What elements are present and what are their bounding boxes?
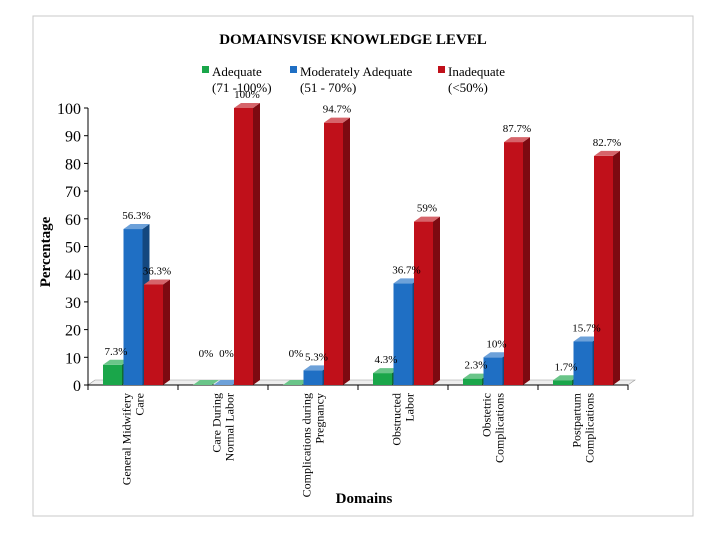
legend-item: Adequate(71 -100%): [202, 64, 272, 95]
data-label: 10%: [486, 338, 506, 350]
y-tick-label: 10: [65, 350, 81, 367]
legend-label: Inadequate: [448, 64, 505, 79]
category-label: Care DuringNormal Labor: [210, 393, 237, 461]
legend-item: Moderately Adequate(51 - 70%): [290, 64, 412, 95]
data-label: 59%: [417, 203, 437, 215]
data-label: 0%: [219, 348, 234, 360]
legend-range: (<50%): [448, 80, 488, 95]
legend-swatch: [290, 66, 297, 73]
legend-item: Inadequate(<50%): [438, 64, 505, 95]
bar-inadequate: [414, 216, 440, 385]
bar-inadequate: [594, 150, 620, 385]
legend-label: Adequate: [212, 64, 262, 79]
data-label: 0%: [289, 348, 304, 360]
data-label: 4.3%: [375, 354, 398, 366]
bars: [103, 103, 620, 385]
bar-inadequate: [324, 117, 350, 385]
bar-moderately-adequate: [213, 380, 240, 385]
bar-adequate: [193, 380, 219, 385]
category-label: ObstructedLabor: [390, 393, 417, 446]
legend-range: (51 - 70%): [300, 80, 356, 95]
y-tick-label: 80: [65, 156, 81, 173]
data-label: 0%: [199, 348, 214, 360]
y-tick-label: 100: [57, 101, 81, 118]
y-tick-label: 0: [73, 378, 81, 395]
y-tick-label: 90: [65, 129, 81, 146]
category-label: ObstetricComplications: [480, 393, 507, 463]
legend-swatch: [438, 66, 445, 73]
y-tick-label: 70: [65, 184, 81, 201]
data-label: 1.7%: [555, 361, 578, 373]
y-tick-label: 50: [65, 240, 81, 257]
category-label: PostpartumComplications: [570, 392, 597, 463]
data-label: 87.7%: [503, 123, 531, 135]
chart-title: DOMAINSVISE KNOWLEDGE LEVEL: [219, 32, 487, 48]
data-label: 5.3%: [305, 351, 328, 363]
y-tick-label: 20: [65, 323, 81, 340]
category-labels: General MidwiferyCare Care DuringNormal L…: [120, 392, 597, 497]
bar-inadequate: [504, 137, 530, 385]
data-label: 94.7%: [323, 104, 351, 116]
floor-plane: [87, 379, 636, 386]
data-label: 2.3%: [465, 360, 488, 372]
x-axis-title: Domains: [336, 491, 393, 507]
data-label: 7.3%: [105, 346, 128, 358]
data-label: 82.7%: [593, 137, 621, 149]
data-label: 15.7%: [572, 323, 600, 335]
legend-label: Moderately Adequate: [300, 64, 412, 79]
y-axis-title: Percentage: [38, 216, 54, 287]
y-tick-label: 40: [65, 267, 81, 284]
bar-inadequate: [144, 279, 170, 385]
data-label: 100%: [234, 89, 260, 101]
legend-range: (71 -100%): [212, 80, 272, 95]
value-labels: 7.3%56.3%36.3%0% 0%100%0% 5.3%94.7%4.3%36.…: [105, 89, 622, 373]
y-tick-label: 60: [65, 212, 81, 229]
legend: Adequate(71 -100%) Moderately Adequate(51…: [202, 64, 505, 95]
bar-inadequate: [234, 103, 260, 385]
y-tick-label: 30: [65, 295, 81, 312]
data-label: 56.3%: [122, 210, 150, 222]
bar-adequate: [283, 380, 309, 385]
category-label: General MidwiferyCare: [120, 393, 147, 485]
legend-swatch: [202, 66, 209, 73]
data-label: 36.7%: [392, 264, 420, 276]
category-label: Complications duringPregnancy: [300, 393, 327, 497]
data-label: 36.3%: [143, 265, 171, 277]
